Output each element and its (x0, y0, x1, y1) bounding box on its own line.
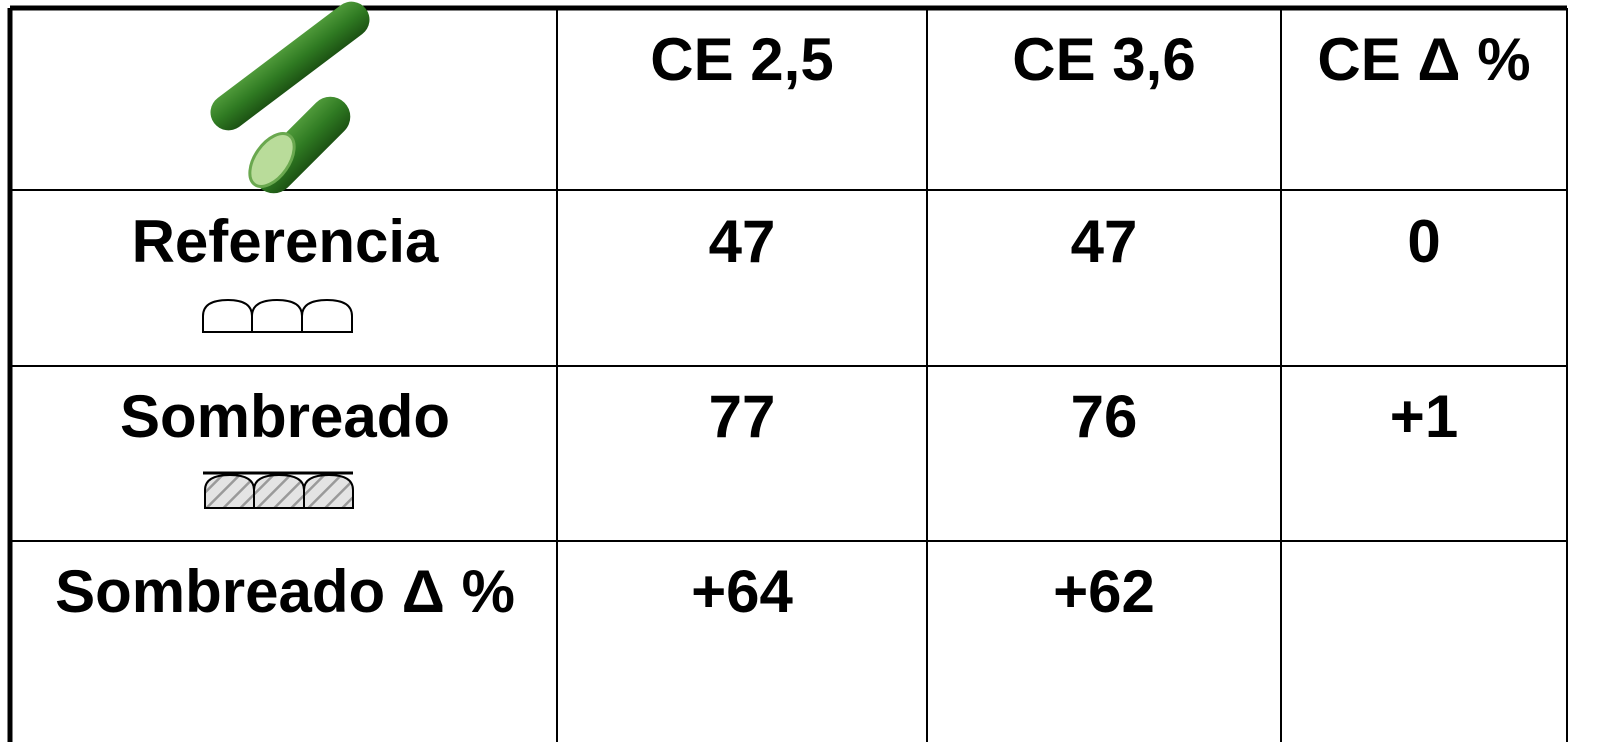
cell: 0 (1407, 208, 1440, 275)
table: CE 2,5 CE 3,6 CE Δ % Referencia 47 47 0 … (0, 0, 1615, 742)
tunnel-icon (203, 300, 352, 332)
header-cell: CE 2,5 (650, 26, 833, 93)
cell: 47 (709, 208, 776, 275)
page: CE 2,5 CE 3,6 CE Δ % Referencia 47 47 0 … (0, 0, 1615, 742)
cell: +62 (1053, 558, 1155, 625)
cell: 77 (709, 383, 776, 450)
header-cell: CE 3,6 (1012, 26, 1195, 93)
cell: +1 (1390, 383, 1458, 450)
row-label: Sombreado (120, 383, 450, 450)
cell: +64 (691, 558, 793, 625)
shaded-tunnel-icon (203, 473, 353, 508)
row-label: Sombreado Δ % (55, 558, 515, 625)
cell: 76 (1071, 383, 1138, 450)
header-cell: CE Δ % (1317, 26, 1530, 93)
row-label: Referencia (132, 208, 439, 275)
cell: 47 (1071, 208, 1138, 275)
cucumber-icon (203, 0, 376, 202)
